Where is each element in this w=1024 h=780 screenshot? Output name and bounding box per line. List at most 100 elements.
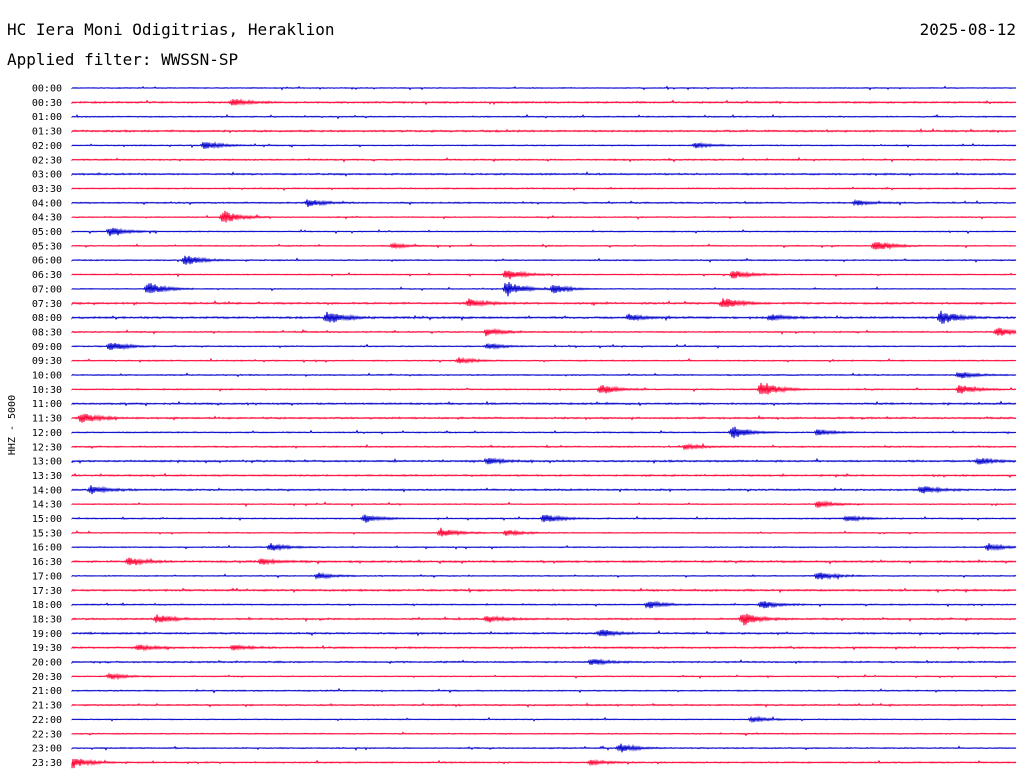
time-tick-1330: 13:30 xyxy=(32,471,62,482)
time-tick-1000: 10:00 xyxy=(32,371,62,382)
time-tick-0500: 05:00 xyxy=(32,227,62,238)
trace-1800 xyxy=(71,600,1017,609)
time-tick-1900: 19:00 xyxy=(32,629,62,640)
time-tick-0530: 05:30 xyxy=(32,241,62,252)
time-tick-1230: 12:30 xyxy=(32,442,62,453)
time-tick-0600: 06:00 xyxy=(32,256,62,267)
trace-1600 xyxy=(71,543,1017,552)
trace-0200 xyxy=(71,141,1017,150)
trace-0930 xyxy=(71,356,1017,365)
time-tick-1130: 11:30 xyxy=(32,414,62,425)
time-tick-0200: 02:00 xyxy=(32,141,62,152)
time-tick-2100: 21:00 xyxy=(32,686,62,697)
time-tick-1530: 15:30 xyxy=(32,528,62,539)
trace-0230 xyxy=(71,156,1017,163)
time-tick-2330: 23:30 xyxy=(32,758,62,769)
time-tick-1430: 14:30 xyxy=(32,500,62,511)
time-tick-labels: 00:00 00:30 01:00 01:30 02:00 02:30 03:00 03:30… xyxy=(32,84,62,769)
trace-2230 xyxy=(71,731,1017,737)
trace-2330 xyxy=(71,758,1017,769)
time-tick-0730: 07:30 xyxy=(32,299,62,310)
time-tick-1800: 18:00 xyxy=(32,600,62,611)
date-label: 2025-08-12 xyxy=(920,20,1016,39)
time-tick-2230: 22:30 xyxy=(32,729,62,740)
time-tick-2030: 20:30 xyxy=(32,672,62,683)
trace-0800 xyxy=(71,310,1017,324)
time-tick-0130: 01:30 xyxy=(32,127,62,138)
time-tick-1730: 17:30 xyxy=(32,586,62,597)
trace-0630 xyxy=(71,270,1017,280)
trace-0530 xyxy=(71,241,1017,251)
trace-1330 xyxy=(71,472,1017,479)
time-tick-2000: 20:00 xyxy=(32,658,62,669)
trace-1300 xyxy=(71,457,1017,465)
time-tick-2300: 23:00 xyxy=(32,744,62,755)
time-tick-2130: 21:30 xyxy=(32,701,62,712)
trace-1700 xyxy=(71,571,1017,581)
trace-0700 xyxy=(71,281,1017,297)
trace-1200 xyxy=(71,426,1017,439)
filter-label: Applied filter: WWSSN-SP xyxy=(7,50,238,69)
time-tick-0330: 03:30 xyxy=(32,184,62,195)
trace-0330 xyxy=(71,186,1017,191)
trace-2200 xyxy=(71,715,1017,724)
trace-1730 xyxy=(71,587,1017,594)
trace-1130 xyxy=(71,413,1017,423)
trace-0000 xyxy=(71,85,1017,91)
time-tick-0800: 08:00 xyxy=(32,313,62,324)
trace-2100 xyxy=(71,687,1017,694)
trace-1900 xyxy=(71,629,1017,637)
channel-axis-label: HHZ - 5000 xyxy=(7,395,18,455)
time-tick-1830: 18:30 xyxy=(32,614,62,625)
time-tick-0400: 04:00 xyxy=(32,198,62,209)
time-tick-0230: 02:30 xyxy=(32,155,62,166)
trace-1830 xyxy=(71,613,1017,626)
trace-1500 xyxy=(71,514,1017,523)
trace-0430 xyxy=(71,210,1017,223)
time-tick-0630: 06:30 xyxy=(32,270,62,281)
trace-1400 xyxy=(71,485,1017,495)
trace-2030 xyxy=(71,672,1017,681)
trace-0030 xyxy=(71,98,1017,106)
trace-0300 xyxy=(71,171,1017,177)
trace-1530 xyxy=(71,527,1017,537)
trace-1930 xyxy=(71,644,1017,652)
trace-0900 xyxy=(71,342,1017,351)
trace-0730 xyxy=(71,298,1017,308)
time-tick-0100: 01:00 xyxy=(32,112,62,123)
time-tick-0700: 07:00 xyxy=(32,284,62,295)
trace-0500 xyxy=(71,227,1017,237)
time-tick-1300: 13:00 xyxy=(32,457,62,468)
trace-1230 xyxy=(71,442,1017,451)
time-tick-1030: 10:30 xyxy=(32,385,62,396)
time-tick-1200: 12:00 xyxy=(32,428,62,439)
time-tick-1600: 16:00 xyxy=(32,543,62,554)
trace-2300 xyxy=(71,743,1017,753)
time-tick-1700: 17:00 xyxy=(32,571,62,582)
trace-0600 xyxy=(71,255,1017,265)
trace-2000 xyxy=(71,658,1017,666)
time-tick-0900: 09:00 xyxy=(32,342,62,353)
time-tick-1500: 15:00 xyxy=(32,514,62,525)
time-tick-0000: 00:00 xyxy=(32,84,62,95)
trace-0400 xyxy=(71,198,1017,208)
trace-1100 xyxy=(71,400,1017,407)
time-tick-1400: 14:00 xyxy=(32,485,62,496)
trace-0130 xyxy=(71,127,1017,134)
trace-0830 xyxy=(71,327,1017,337)
trace-1430 xyxy=(71,500,1017,509)
trace-1630 xyxy=(71,557,1017,566)
trace-0100 xyxy=(71,113,1017,120)
time-tick-0030: 00:30 xyxy=(32,98,62,109)
trace-lines xyxy=(71,85,1017,769)
time-tick-0430: 04:30 xyxy=(32,213,62,224)
time-tick-0300: 03:00 xyxy=(32,170,62,181)
time-tick-1100: 11:00 xyxy=(32,399,62,410)
station-title: HC Iera Moni Odigitrias, Heraklion xyxy=(7,20,335,39)
time-tick-2200: 22:00 xyxy=(32,715,62,726)
time-tick-1930: 19:30 xyxy=(32,643,62,654)
trace-1000 xyxy=(71,371,1017,379)
trace-2130 xyxy=(71,702,1017,708)
trace-1030 xyxy=(71,382,1017,395)
